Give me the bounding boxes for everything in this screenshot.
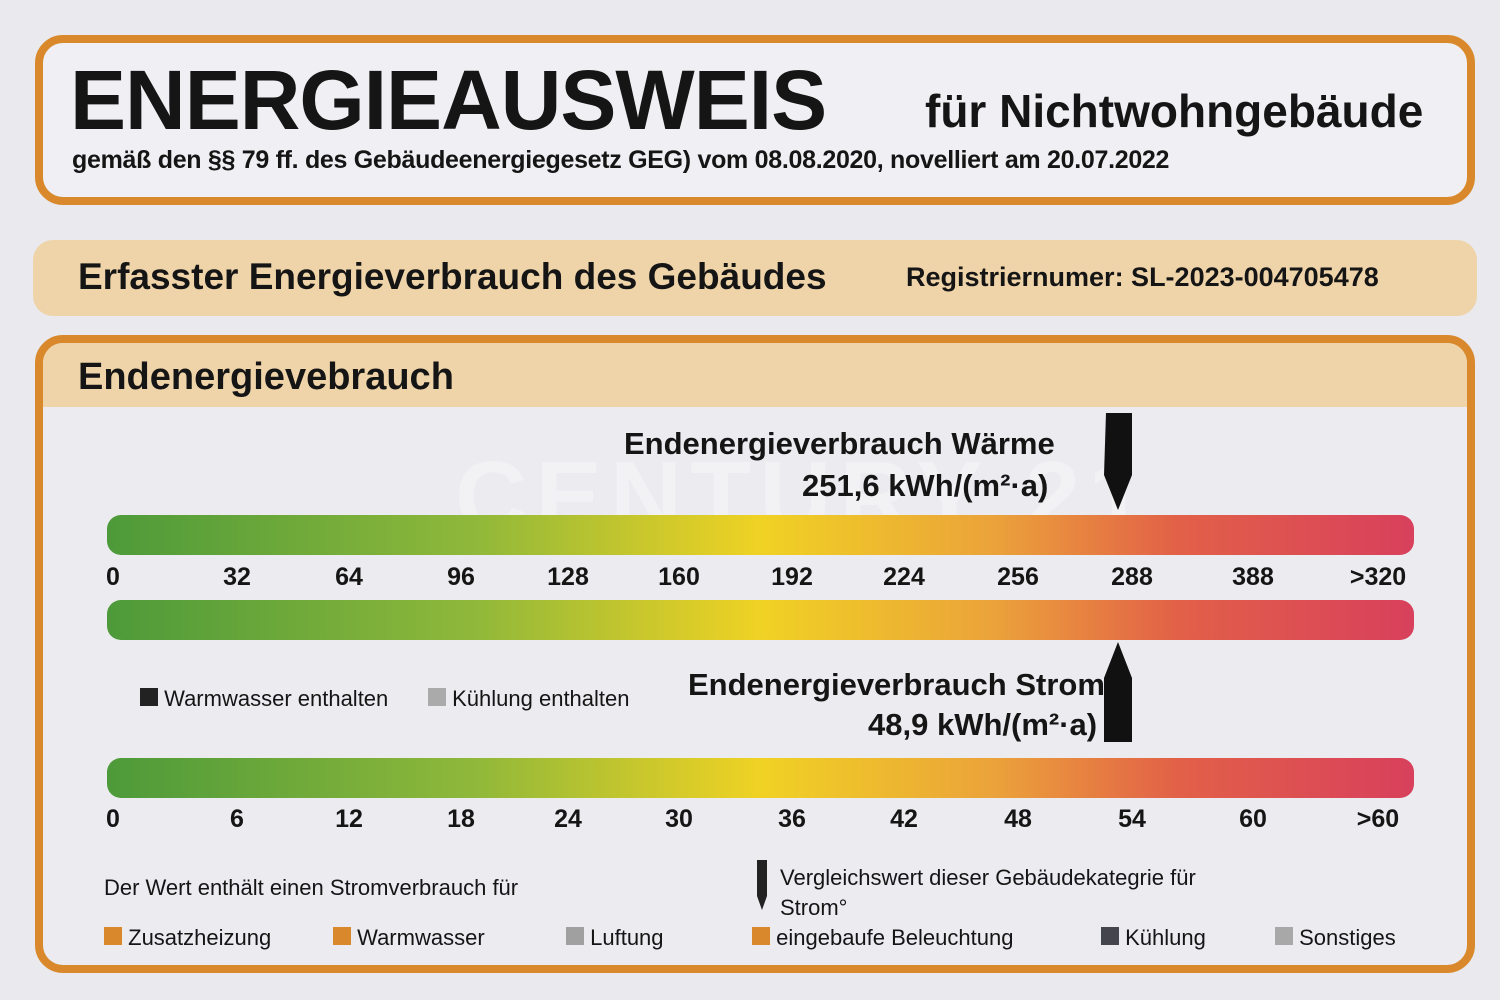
waerme-tick-label: >320 bbox=[1349, 563, 1407, 591]
energy-panel bbox=[35, 335, 1475, 973]
strom-marker-arrow-icon bbox=[1104, 642, 1132, 742]
category-item: Zusatzheizung bbox=[104, 925, 271, 951]
section-title: Erfasster Energieverbrauch des Gebäudes bbox=[78, 256, 827, 297]
waerme-tick-label: 0 bbox=[106, 563, 120, 591]
strom-tick-label: 48 bbox=[1004, 805, 1032, 833]
strom-tick-label: >60 bbox=[1356, 805, 1400, 833]
panel-title: Endenergievebrauch bbox=[78, 356, 454, 398]
waerme-tick-label: 160 bbox=[658, 563, 700, 591]
category-swatch bbox=[566, 927, 584, 945]
legend-label: Warmwasser enthalten bbox=[164, 686, 389, 711]
waerme-tick-label: 288 bbox=[1111, 563, 1153, 591]
category-item: Sonstiges bbox=[1275, 925, 1396, 951]
strom-tick-label: 36 bbox=[778, 805, 806, 833]
strom-tick-label: 60 bbox=[1239, 805, 1267, 833]
electricity-note: Der Wert enthält einen Stromverbrauch fü… bbox=[104, 875, 519, 900]
waerme-tick-label: 96 bbox=[447, 563, 475, 591]
category-swatch bbox=[1101, 927, 1119, 945]
category-item: eingebaufe Beleuchtung bbox=[752, 925, 1013, 951]
waerme-scale-bar bbox=[107, 515, 1414, 555]
waerme-tick-label: 256 bbox=[997, 563, 1039, 591]
strom-tick-label: 42 bbox=[890, 805, 918, 833]
legend-warmwasser: Warmwasser enthalten bbox=[140, 686, 388, 712]
waerme-scale-bar-lower bbox=[107, 600, 1414, 640]
comparison-text: Vergleichswert dieser Gebäudekategrie fü… bbox=[780, 865, 1196, 920]
category-swatch bbox=[1275, 927, 1293, 945]
strom-tick-label: 12 bbox=[335, 805, 363, 833]
waerme-tick-label: 224 bbox=[883, 563, 925, 591]
waerme-tick-label: 64 bbox=[335, 563, 363, 591]
strom-tick-label: 6 bbox=[230, 805, 244, 833]
strom-tick-label: 30 bbox=[665, 805, 693, 833]
category-item: Warmwasser bbox=[333, 925, 485, 951]
legend-label: Kühlung enthalten bbox=[452, 686, 630, 711]
waerme-tick-label: 388 bbox=[1232, 563, 1274, 591]
category-label: Kühlung bbox=[1125, 925, 1206, 950]
category-label: Warmwasser bbox=[357, 925, 485, 950]
category-item: Kühlung bbox=[1101, 925, 1206, 951]
legend-swatch bbox=[140, 688, 158, 706]
category-label: Zusatzheizung bbox=[128, 925, 272, 950]
waerme-label: Endenergieverbrauch Wärme bbox=[624, 426, 1055, 461]
legal-subtitle: gemäß den §§ 79 ff. des Gebäudeenergiege… bbox=[72, 146, 1170, 174]
strom-label: Endenergieverbrauch Strom bbox=[688, 667, 1105, 702]
waerme-tick-label: 128 bbox=[547, 563, 589, 591]
waerme-tick-label: 192 bbox=[771, 563, 813, 591]
strom-tick-label: 18 bbox=[447, 805, 475, 833]
section-band bbox=[33, 240, 1477, 316]
strom-tick-label: 54 bbox=[1118, 805, 1146, 833]
strom-scale-bar bbox=[107, 758, 1414, 798]
page-title: ENERGIEAUSWEIS bbox=[70, 53, 827, 147]
comparison-marker-icon bbox=[757, 860, 767, 910]
legend-swatch bbox=[428, 688, 446, 706]
panel-header bbox=[43, 343, 1467, 407]
category-item: Luftung bbox=[566, 925, 664, 951]
category-label: Luftung bbox=[590, 925, 664, 950]
strom-value: 48,9 kWh/(m²·a) bbox=[868, 707, 1098, 742]
strom-tick-label: 0 bbox=[106, 805, 120, 833]
registration-number: Registriernumer: SL-2023-004705478 bbox=[906, 262, 1379, 292]
category-swatch bbox=[333, 927, 351, 945]
waerme-marker-arrow-icon bbox=[1104, 413, 1132, 510]
legend-kuehlung: Kühlung enthalten bbox=[428, 686, 630, 712]
strom-tick-label: 24 bbox=[554, 805, 582, 833]
page-title-suffix: für Nichtwohngebäude bbox=[925, 85, 1424, 137]
waerme-value: 251,6 kWh/(m²·a) bbox=[802, 468, 1049, 503]
waerme-tick-label: 32 bbox=[223, 563, 251, 591]
category-swatch bbox=[104, 927, 122, 945]
category-label: Sonstiges bbox=[1299, 925, 1396, 950]
category-swatch bbox=[752, 927, 770, 945]
category-label: eingebaufe Beleuchtung bbox=[776, 925, 1014, 950]
header-box bbox=[35, 35, 1475, 205]
